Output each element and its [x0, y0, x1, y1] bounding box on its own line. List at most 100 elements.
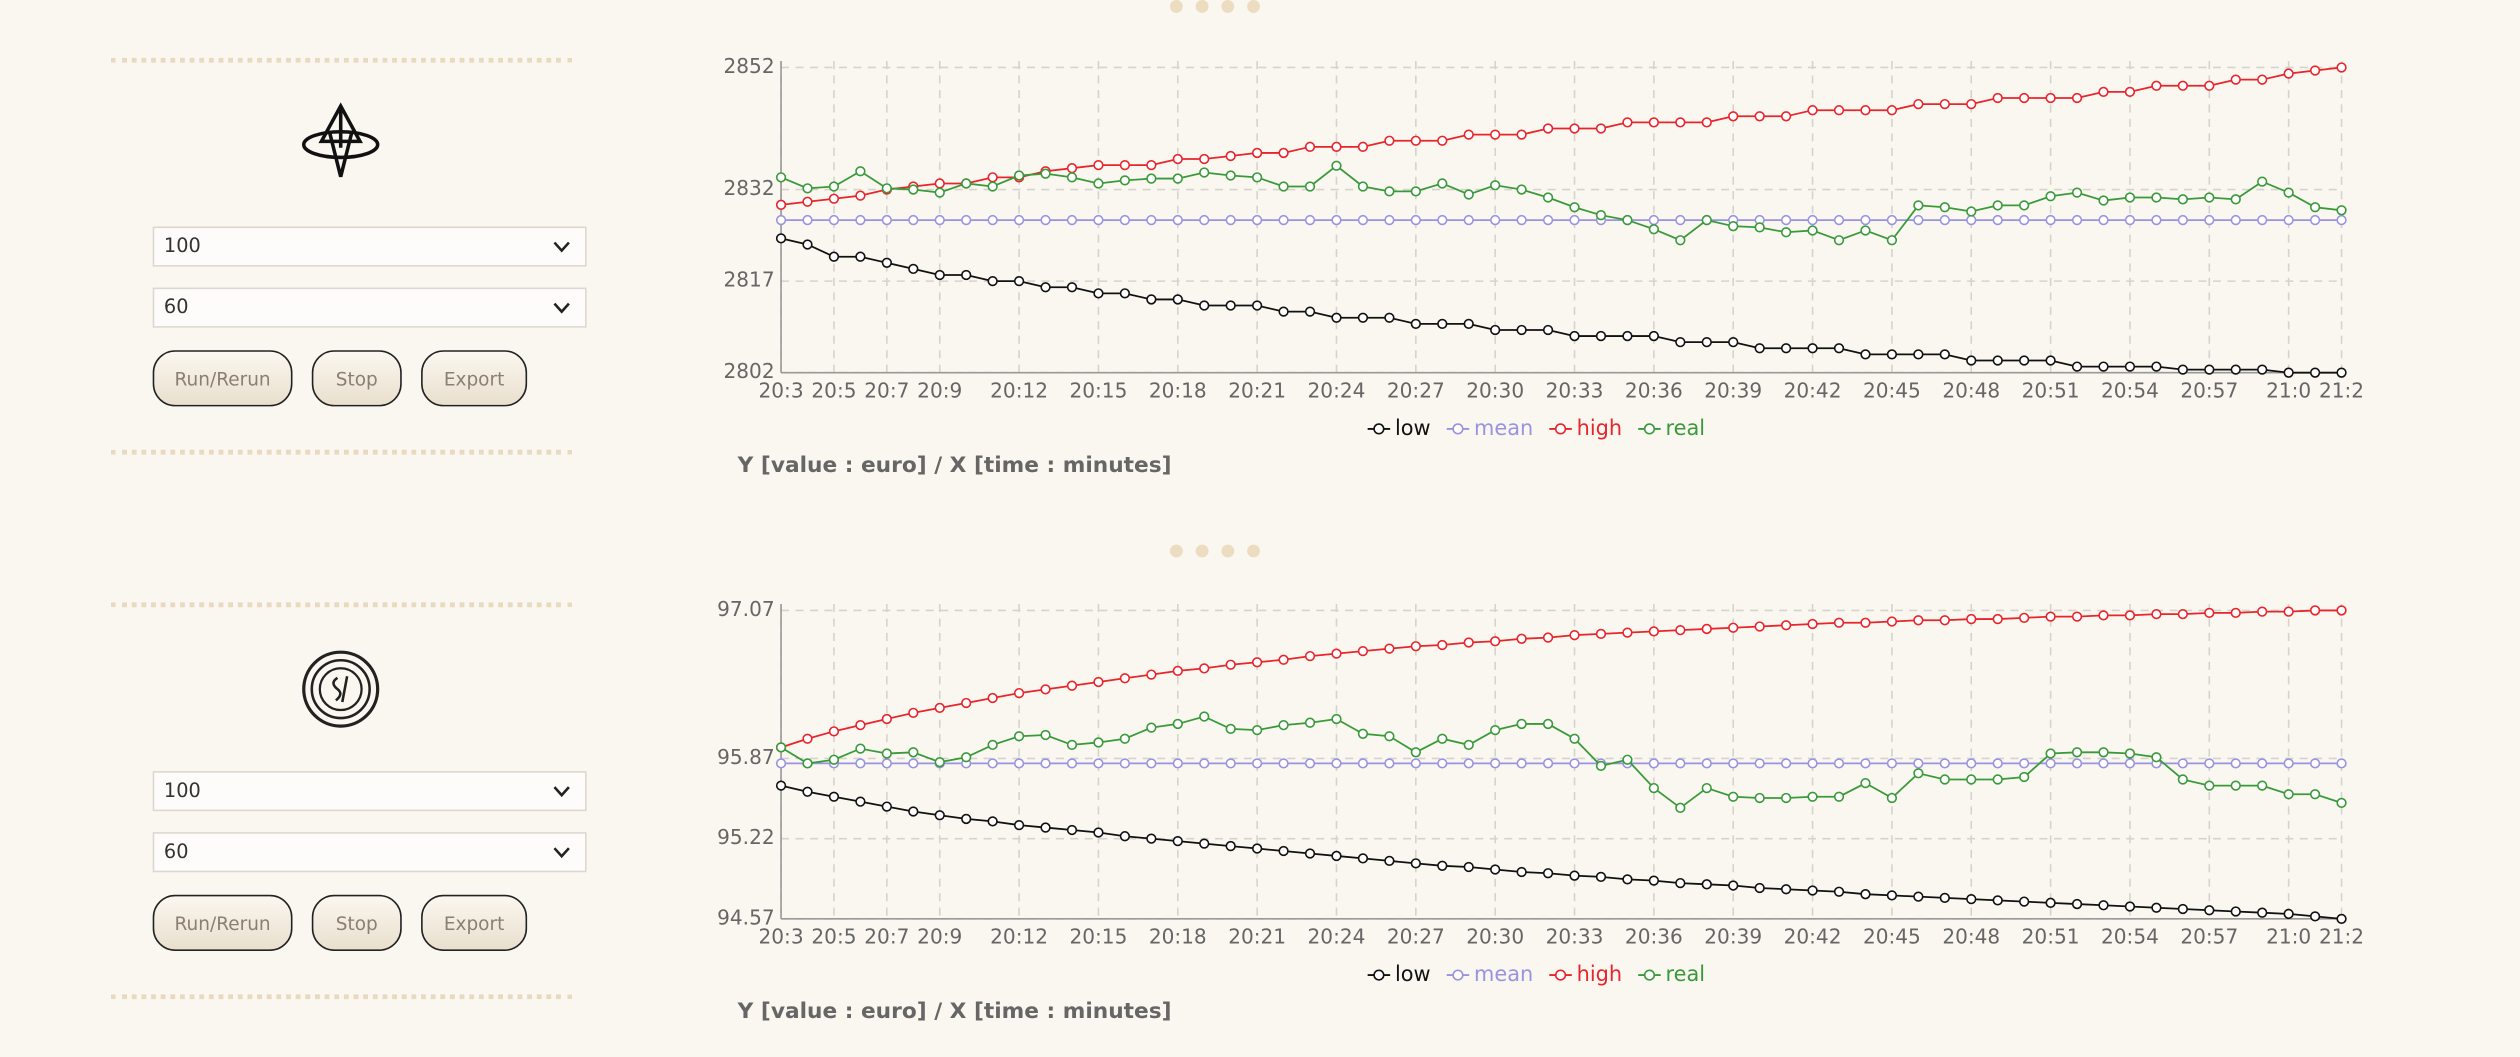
point — [1013, 758, 1025, 769]
point — [1807, 105, 1818, 116]
point — [1780, 884, 1792, 895]
select[interactable]: 60 — [152, 832, 587, 873]
point — [1542, 214, 1554, 226]
point — [1040, 282, 1051, 293]
x-tick-label: 20:3 — [758, 925, 803, 949]
x-tick-label: 20:3 — [758, 378, 803, 402]
button[interactable]: Run/Rerun — [152, 894, 293, 951]
x-tick-label: 21:2 — [2319, 925, 2364, 949]
point — [2019, 612, 2030, 623]
legend-item: low — [1367, 416, 1431, 440]
point — [1040, 684, 1051, 695]
point — [1199, 153, 1210, 165]
legend-item: mean — [1446, 416, 1533, 440]
point — [1860, 214, 1871, 226]
control-panel: 100 60 Run/Rerun Stop Export — [0, 545, 675, 1027]
point — [934, 702, 945, 714]
point — [1648, 758, 1660, 769]
point — [2257, 780, 2268, 791]
point — [2283, 187, 2294, 198]
point — [1542, 868, 1554, 879]
point — [1357, 758, 1369, 769]
point — [1066, 172, 1078, 183]
button[interactable]: Stop — [311, 894, 402, 951]
button[interactable]: Export — [421, 350, 528, 407]
x-tick-label: 20:15 — [1069, 378, 1127, 402]
point — [1199, 711, 1210, 722]
select[interactable]: 100 — [152, 226, 587, 267]
point — [775, 780, 787, 791]
legend-marker — [1373, 423, 1385, 435]
point — [1384, 758, 1395, 769]
point — [1410, 318, 1421, 329]
point — [775, 214, 787, 226]
point — [2019, 200, 2030, 211]
point — [2151, 902, 2162, 913]
select[interactable]: 60 — [152, 287, 587, 328]
point — [1119, 758, 1131, 769]
button[interactable]: Export — [421, 894, 528, 951]
point — [1357, 181, 1369, 192]
point — [1833, 617, 1845, 628]
x-tick-label: 20:21 — [1228, 378, 1286, 402]
point — [2045, 92, 2056, 104]
button[interactable]: Run/Rerun — [152, 350, 293, 407]
x-tick-label: 20:12 — [990, 378, 1048, 402]
legend-marker — [1452, 969, 1464, 981]
point — [934, 214, 945, 226]
point — [1490, 636, 1501, 647]
point — [1648, 875, 1660, 886]
point — [1966, 214, 1977, 226]
point — [2204, 192, 2215, 203]
point — [775, 199, 787, 210]
point — [1463, 739, 1474, 751]
button[interactable]: Stop — [311, 350, 402, 407]
point — [855, 720, 866, 731]
point — [2098, 610, 2109, 621]
point — [908, 758, 919, 769]
point — [1860, 758, 1871, 769]
y-tick-label: 2802 — [724, 359, 775, 383]
point — [802, 183, 813, 194]
point — [1093, 178, 1104, 189]
x-tick-label: 20:30 — [1466, 925, 1524, 949]
point — [987, 214, 998, 226]
point — [961, 752, 972, 763]
point — [2336, 205, 2347, 216]
point — [1992, 895, 2003, 906]
point — [1384, 855, 1395, 867]
x-tick-label: 20:15 — [1069, 925, 1127, 949]
point — [1833, 235, 1845, 246]
point — [1437, 135, 1448, 146]
legend-label: real — [1666, 962, 1706, 986]
point — [1595, 628, 1607, 640]
point — [1992, 214, 2003, 226]
x-tick-label: 20:18 — [1149, 378, 1207, 402]
dot — [1169, 0, 1183, 13]
select[interactable]: 100 — [152, 771, 587, 812]
point — [1437, 758, 1448, 769]
point — [1675, 214, 1686, 226]
point — [1490, 758, 1501, 769]
point — [2151, 752, 2162, 763]
point — [1648, 214, 1660, 226]
point — [1966, 774, 1977, 785]
point — [1886, 758, 1898, 769]
point — [1410, 641, 1421, 652]
point — [908, 747, 919, 758]
point — [1410, 747, 1421, 758]
x-tick-label: 20:48 — [1942, 378, 2000, 402]
point — [1701, 117, 1712, 128]
point — [1913, 758, 1924, 769]
point — [1728, 791, 1739, 802]
point — [1013, 214, 1025, 226]
point — [1780, 343, 1792, 354]
point — [1357, 214, 1369, 226]
point — [1648, 626, 1660, 637]
point — [1357, 141, 1369, 152]
point — [1754, 343, 1765, 354]
point — [1119, 288, 1131, 299]
point — [1569, 629, 1580, 641]
series — [775, 62, 2347, 210]
point — [961, 178, 972, 189]
